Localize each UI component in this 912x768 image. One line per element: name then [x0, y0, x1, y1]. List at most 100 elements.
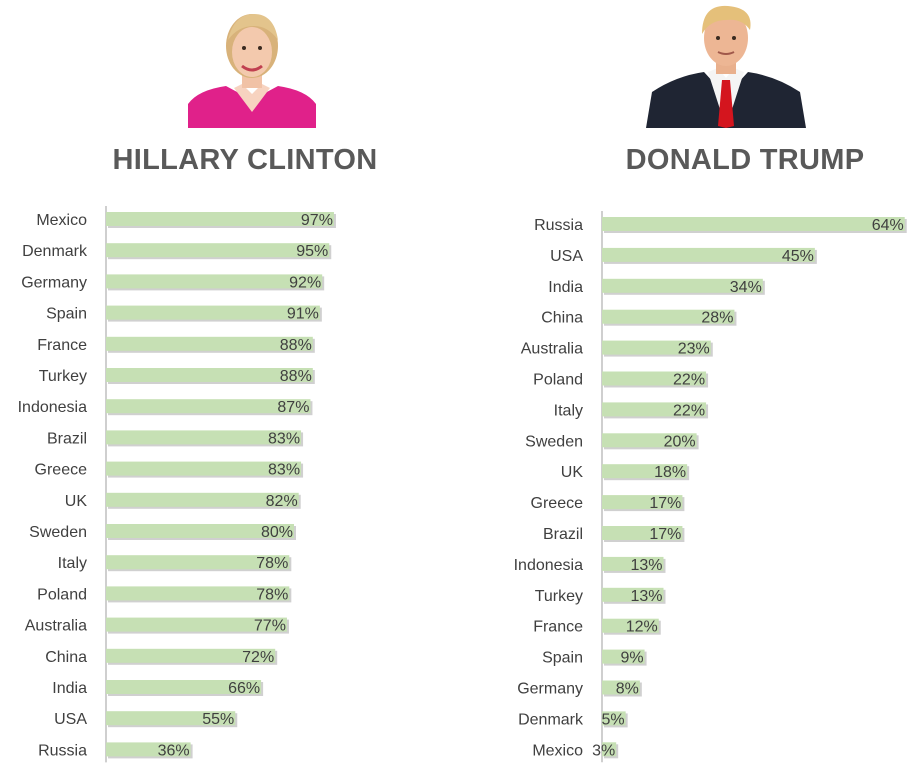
bar [602, 526, 683, 540]
value-label: 36% [158, 742, 190, 759]
category-label: Denmark [518, 711, 584, 728]
clinton-bar-chart: Mexico 97% Denmark 95% Germany 92% Spain 91% Fra… [18, 206, 336, 763]
category-label: USA [54, 711, 87, 728]
bar [602, 649, 645, 664]
category-label: Australia [521, 341, 583, 358]
bar [602, 433, 697, 448]
category-label: UK [65, 493, 88, 510]
bar [106, 461, 302, 476]
category-label: Italy [58, 555, 87, 572]
category-label: UK [561, 464, 584, 481]
category-label: Brazil [47, 430, 87, 447]
category-label: Poland [533, 372, 583, 389]
bar [106, 742, 191, 757]
trump-heading: DONALD TRUMP [625, 144, 865, 176]
bar [602, 587, 664, 602]
category-label: Indonesia [514, 557, 583, 574]
clinton-heading: HILLARY CLINTON [112, 144, 378, 176]
value-label: 34% [730, 279, 762, 296]
category-label: Sweden [525, 433, 583, 450]
category-label: France [533, 619, 583, 636]
category-label: India [52, 680, 87, 697]
value-label: 55% [202, 711, 234, 728]
value-label: 91% [287, 306, 319, 323]
category-label: Poland [37, 586, 87, 603]
value-label: 78% [256, 586, 288, 603]
bar [106, 274, 323, 289]
category-label: Turkey [39, 368, 87, 385]
category-label: Australia [25, 618, 87, 635]
category-label: Spain [542, 650, 583, 667]
bar [106, 305, 320, 320]
bar [602, 340, 711, 355]
category-label: Greece [35, 462, 88, 479]
value-label: 82% [266, 493, 298, 510]
category-label: Denmark [22, 243, 88, 260]
bar [602, 742, 617, 757]
value-label: 92% [289, 274, 321, 291]
category-label: Germany [517, 681, 583, 698]
bar [602, 495, 683, 510]
bar [106, 492, 299, 507]
category-label: Russia [534, 217, 583, 234]
value-label: 23% [678, 341, 710, 358]
value-label: 22% [673, 402, 705, 419]
bar [602, 556, 664, 571]
clinton-portrait [188, 0, 316, 128]
value-label: 22% [673, 372, 705, 389]
value-label: 66% [228, 680, 260, 697]
category-label: Sweden [29, 524, 87, 541]
category-label: Russia [38, 742, 87, 759]
value-label: 77% [254, 618, 286, 635]
bar [106, 212, 334, 226]
bar [106, 336, 313, 351]
value-label: 17% [649, 495, 681, 512]
value-label: 97% [301, 212, 333, 229]
value-label: 88% [280, 368, 312, 385]
value-label: 87% [277, 399, 309, 416]
man-portrait-icon [646, 0, 806, 128]
bar [106, 524, 294, 538]
bar [602, 680, 640, 695]
value-label: 13% [630, 588, 662, 605]
category-label: Turkey [535, 588, 583, 605]
bar [602, 464, 688, 479]
category-label: Greece [531, 495, 584, 512]
bar [106, 586, 290, 601]
value-label: 12% [626, 619, 658, 636]
bar [106, 617, 287, 632]
category-label: Brazil [543, 526, 583, 543]
value-label: 78% [256, 555, 288, 572]
value-label: 80% [261, 524, 293, 541]
bar [602, 711, 626, 726]
value-label: 45% [782, 248, 814, 265]
value-label: 8% [616, 681, 639, 698]
value-label: 28% [701, 310, 733, 327]
value-label: 95% [296, 243, 328, 260]
value-label: 88% [280, 337, 312, 354]
value-label: 17% [649, 526, 681, 543]
trump-portrait [646, 0, 806, 128]
bar [106, 680, 262, 694]
bar [602, 618, 659, 633]
bar [106, 243, 330, 258]
bar [602, 247, 815, 262]
bar [106, 648, 276, 663]
value-label: 18% [654, 464, 686, 481]
category-label: USA [550, 248, 583, 265]
category-label: Germany [21, 274, 87, 291]
value-label: 13% [630, 557, 662, 574]
category-label: China [45, 649, 87, 666]
bar [106, 555, 290, 570]
bar [602, 402, 707, 417]
category-label: Spain [46, 306, 87, 323]
value-label: 5% [602, 711, 625, 728]
category-label: Mexico [532, 742, 583, 759]
value-label: 83% [268, 462, 300, 479]
bar [602, 371, 707, 386]
value-label: 20% [664, 433, 696, 450]
woman-portrait-icon [188, 0, 316, 128]
bar [106, 368, 313, 382]
category-label: India [548, 279, 583, 296]
